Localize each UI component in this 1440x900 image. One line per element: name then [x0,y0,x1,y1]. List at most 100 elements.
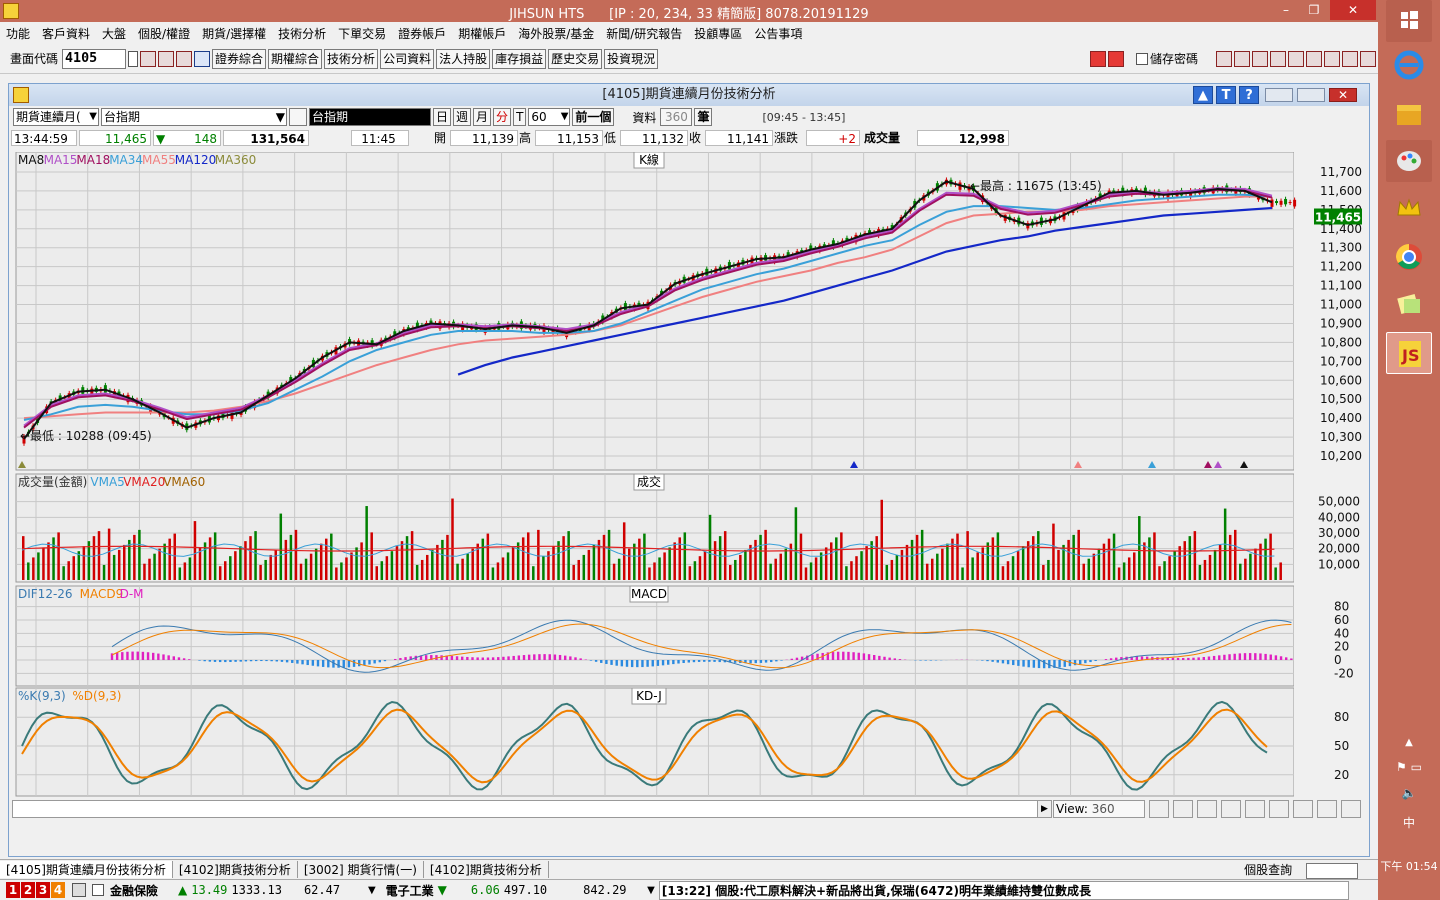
tool-icon-9[interactable] [1360,50,1376,67]
menu-item-notice[interactable]: 公告事項 [754,26,803,41]
ie-icon[interactable] [1386,44,1432,86]
toolbar-btn-options[interactable]: 期權綜合 [268,48,323,69]
text-icon[interactable]: T [1216,86,1236,104]
tool-icon-6[interactable] [1306,50,1322,67]
menu-item-market[interactable]: 大盤 [102,26,127,41]
window-icon[interactable] [158,50,175,67]
tool-icon-2[interactable] [1234,50,1250,67]
windows-start-icon[interactable] [1386,0,1432,42]
quick-3[interactable]: 3 [36,882,50,898]
view-box[interactable]: View: 360 [1053,800,1145,818]
screen-code-input[interactable] [62,48,127,69]
settings-icon[interactable] [1341,800,1361,818]
menu-item-customer[interactable]: 客戶資料 [42,26,91,41]
tool-icon-5[interactable] [1288,50,1304,67]
inner-close-button[interactable]: ✕ [1329,88,1357,102]
chevron-up-icon[interactable]: ▲ [1405,737,1413,748]
tab-4102-b[interactable]: [4102]期貨技術分析 [424,861,549,878]
toolbar-btn-investment[interactable]: 投資現況 [604,48,659,69]
window-icon[interactable] [1293,800,1313,818]
clock[interactable]: 下午 01:54 [1380,860,1438,873]
stock-query-input[interactable] [1306,862,1358,879]
save-password-checkbox[interactable] [1135,52,1148,65]
menu-item-futures[interactable]: 期貨/選擇權 [202,26,267,41]
scroll-right-icon[interactable]: ▶ [1037,801,1051,817]
line-tool-icon[interactable] [1197,800,1217,818]
code-dropdown-icon[interactable] [128,50,139,67]
chevron-down-icon[interactable] [194,50,211,67]
chart-area[interactable]: 09:4508/2208/2708/3009/0409/0909/1209/18… [12,152,1366,798]
menu-item-tech[interactable]: 技術分析 [278,26,327,41]
lock-icon[interactable] [72,883,86,897]
ime-indicator[interactable]: 中 [1402,816,1415,830]
toolbar-btn-tech[interactable]: 技術分析 [324,48,379,69]
tab-4102[interactable]: [4102]期貨技術分析 [173,861,298,878]
tool-icon-8[interactable] [1342,50,1358,67]
product-name-select[interactable]: 台指期 ▼ [101,108,287,126]
inner-minimize-button[interactable] [1265,88,1293,102]
tray-icons[interactable]: ⚑ ▭ [1396,760,1422,774]
period-day[interactable]: 日 [433,108,452,126]
toolbar-btn-company[interactable]: 公司資料 [380,48,435,69]
minute-select[interactable]: 60 ▼ [528,108,571,126]
toolbar-btn-institutional[interactable]: 法人持股 [436,48,491,69]
triangle-icon[interactable]: ▲ [1193,86,1213,104]
sticky-notes-icon[interactable] [1386,284,1432,326]
chevron-down-icon[interactable]: ▼ [367,884,376,896]
flag-icon-2[interactable] [1107,50,1124,67]
period-week[interactable]: 週 [453,108,472,126]
jihsun-taskbar-icon[interactable]: JS [1386,332,1432,374]
toolbar-btn-history[interactable]: 歷史交易 [548,48,603,69]
tool-icon-1[interactable] [1216,50,1232,67]
close-button[interactable]: ✕ [1330,0,1376,20]
print-icon[interactable] [176,50,193,67]
horizontal-scrollbar[interactable]: ▶ [12,800,1052,818]
edit-icon[interactable] [1317,800,1337,818]
toolbar-btn-securities[interactable]: 證券綜合 [212,48,267,69]
file-explorer-icon[interactable] [1386,94,1432,136]
quick-1[interactable]: 1 [6,882,20,898]
tool-icon-7[interactable] [1324,50,1340,67]
menu-item-securities-account[interactable]: 證券帳戶 [398,26,447,41]
tool-icon-4[interactable] [1270,50,1286,67]
period-tick[interactable]: T [513,108,527,126]
volume-icon[interactable]: 🔈 [1401,786,1417,800]
menu-item-advisor[interactable]: 投顧專區 [694,26,743,41]
erase-tool-icon[interactable] [1221,800,1241,818]
restore-button[interactable]: ❐ [1308,3,1320,17]
chrome-icon[interactable] [1386,236,1432,278]
search-icon[interactable] [140,50,157,67]
quick-4[interactable]: 4 [51,882,65,898]
period-minute[interactable]: 分 [493,108,512,126]
flag-icon[interactable] [1089,50,1106,67]
quick-2[interactable]: 2 [21,882,35,898]
crown-app-icon[interactable] [1386,188,1432,230]
menu-item-order[interactable]: 下單交易 [338,26,387,41]
prev-button[interactable]: 前一個 [572,108,615,126]
search-icon[interactable] [289,108,307,126]
menu-item-futures-account[interactable]: 期權帳戶 [458,26,507,41]
data-count[interactable]: 360 [660,108,693,126]
help-icon[interactable]: ? [1239,86,1259,104]
status-checkbox[interactable] [92,884,104,896]
tech-chart[interactable]: 09:4508/2208/2708/3009/0409/0909/1209/18… [12,152,1366,798]
paint-icon[interactable] [1386,140,1432,182]
news-ticker[interactable]: [13:22] 個股:代工原料解決+新品將出貨,保瑞(6472)明年業績維持雙位… [658,880,1349,900]
menu-item-overseas[interactable]: 海外股票/基金 [518,26,595,41]
tool-icon-3[interactable] [1252,50,1268,67]
toolbar-btn-inventory[interactable]: 庫存損益 [492,48,547,69]
pen-tool-icon[interactable] [1173,800,1193,818]
draw-tool-icon[interactable] [1149,800,1169,818]
product-type-select[interactable]: 期貨連續月(▼ [13,108,99,126]
menu-item-function[interactable]: 功能 [6,26,31,41]
indicator-icon[interactable] [1245,800,1265,818]
minimize-button[interactable]: – [1283,3,1289,17]
copy-icon[interactable] [1269,800,1289,818]
tab-3002[interactable]: [3002] 期貨行情(一) [298,861,424,878]
inner-restore-button[interactable] [1297,88,1325,102]
chevron-down-icon[interactable]: ▼ [647,884,655,896]
period-month[interactable]: 月 [473,108,492,126]
tab-4105[interactable]: [4105]期貨連續月份技術分析 [0,861,173,878]
menu-item-news[interactable]: 新聞/研究報告 [606,26,683,41]
menu-item-stock[interactable]: 個股/權證 [138,26,191,41]
